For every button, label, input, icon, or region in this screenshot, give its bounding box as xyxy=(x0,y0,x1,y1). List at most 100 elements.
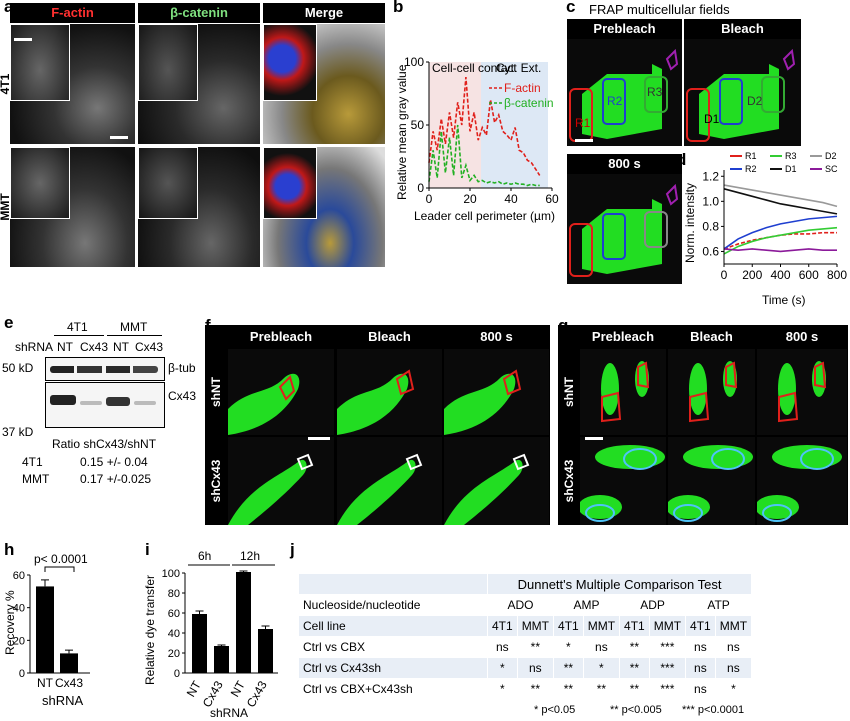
d-legend-label: D1 xyxy=(785,164,797,174)
i-bar xyxy=(214,646,229,673)
j-value: ns xyxy=(516,657,555,679)
d-xtick-label: 200 xyxy=(742,268,762,282)
table-row: Ctrl vs Cx43sh * ns ** * ** *** ns ns xyxy=(298,657,753,679)
e-kd50: 50 kD xyxy=(2,361,34,375)
e-header-mmt: MMT xyxy=(120,320,148,334)
j-value: ** xyxy=(582,678,621,700)
c-header-800s: 800 s xyxy=(567,154,682,174)
chart-b: Cell-cell contact Cyt. Ext. 0 20 40 60 0 50 10… xyxy=(395,55,559,223)
d-series-4 xyxy=(723,184,838,208)
f-image-shnt-bleach xyxy=(337,349,442,435)
g-row-shcx43: shCx43 xyxy=(558,437,580,525)
j-super-header: Dunnett's Multiple Comparison Test xyxy=(486,573,753,595)
d-xtick-label: 400 xyxy=(770,268,790,282)
j-value: ** xyxy=(619,657,650,679)
b-xtick-label: 0 xyxy=(426,192,433,206)
b-region-label-contact: Cell-cell contact xyxy=(432,61,517,75)
e-lane-1: NT xyxy=(57,340,73,354)
e-ratio-4t1-label: 4T1 xyxy=(22,455,43,469)
a-image-4t1-bcatenin xyxy=(138,24,260,144)
j-row-label: Ctrl vs CBX+Cx43sh xyxy=(298,678,488,700)
f-image-shcx43-bleach xyxy=(337,437,442,525)
i-category-label: NT xyxy=(184,678,204,699)
c-header-prebleach: Prebleach xyxy=(567,19,682,39)
h-bar xyxy=(60,653,78,673)
g-image-shcx43-bleach xyxy=(668,437,755,525)
b-ylabel: Relative mean gray value xyxy=(395,64,409,200)
j-value: ns xyxy=(714,636,753,658)
a-image-4t1-merge xyxy=(263,24,385,144)
f-image-shcx43-800s xyxy=(444,437,549,525)
e-shrna-label: shRNA xyxy=(15,340,54,354)
d-series-0 xyxy=(723,231,837,250)
j-value: ns xyxy=(582,636,621,658)
j-value: ns xyxy=(685,657,716,679)
f-header-prebleach: Prebleach xyxy=(228,327,334,347)
b-xtick-label: 20 xyxy=(463,192,477,206)
i-bar xyxy=(236,572,251,673)
d-legend-label: D2 xyxy=(825,151,837,161)
a-image-mmt-merge xyxy=(263,147,385,267)
b-series-1 xyxy=(428,124,540,187)
a-image-mmt-factin xyxy=(10,147,135,267)
d-legend-label: R3 xyxy=(785,151,797,161)
j-footnote-3: *** p<0.0001 xyxy=(682,704,745,716)
d-xtick-label: 800 xyxy=(827,268,847,282)
d-ytick-label: 1.2 xyxy=(702,169,719,183)
table-row: Ctrl vs CBX+Cx43sh * ** ** ** ** *** ns … xyxy=(298,678,753,700)
e-blot-btub xyxy=(45,357,165,381)
i-bar xyxy=(258,629,273,673)
g-image-shnt-800s xyxy=(757,349,847,435)
b-legend-factin: F-actin xyxy=(504,81,541,95)
h-ytick-label: 40 xyxy=(13,603,25,615)
j-value: ** xyxy=(553,678,584,700)
b-xtick-label: 60 xyxy=(545,192,559,206)
c-title: FRAP multicellular fields xyxy=(589,2,730,17)
d-ytick-label: 0.8 xyxy=(702,219,719,233)
j-value: ** xyxy=(516,636,555,658)
h-ytick-label: 20 xyxy=(13,635,25,647)
b-ytick-label: 50 xyxy=(411,118,425,132)
h-bar xyxy=(36,586,54,673)
c-header-bleach: Bleach xyxy=(684,19,801,39)
d-legend-label: SC xyxy=(825,164,838,174)
d-legend-label: R2 xyxy=(745,164,757,174)
j-value: ** xyxy=(553,657,584,679)
i-group-6h: 6h xyxy=(198,549,211,563)
j-value: ns xyxy=(714,657,753,679)
g-header-bleach: Bleach xyxy=(668,327,755,347)
i-ytick-label: 80 xyxy=(168,588,180,600)
c-label-r3: R3 xyxy=(647,85,663,99)
b-ytick-label: 0 xyxy=(417,181,424,195)
i-bar xyxy=(192,614,207,673)
c-label-r2: R2 xyxy=(607,94,623,108)
e-lane-2: Cx43 xyxy=(80,340,109,354)
j-value: * xyxy=(487,657,518,679)
h-xlabel: shRNA xyxy=(42,693,84,708)
e-btub-label: β-tub xyxy=(168,361,196,375)
h-ylabel: Recovery % xyxy=(3,590,17,655)
c-label-d1: D1 xyxy=(704,112,720,126)
chart-h: p< 0.0001 NT Cx43 0 20 40 60 Recovery % shRNA xyxy=(3,552,90,708)
e-ratio-mmt-label: MMT xyxy=(22,472,50,486)
j-value: ** xyxy=(619,678,650,700)
j-row-label: Ctrl vs Cx43sh xyxy=(298,657,488,679)
j-value: *** xyxy=(648,657,687,679)
f-header-800s: 800 s xyxy=(444,327,549,347)
j-cell: MMT xyxy=(516,615,555,637)
e-cx43-label: Cx43 xyxy=(168,389,197,403)
a-header-merge: Merge xyxy=(263,3,385,23)
d-xtick-label: 0 xyxy=(721,268,728,282)
j-cell: MMT xyxy=(714,615,753,637)
g-image-shcx43-prebleach xyxy=(580,437,666,525)
h-category-label: Cx43 xyxy=(55,676,83,690)
e-blot-cx43 xyxy=(45,382,165,428)
g-image-shnt-prebleach xyxy=(580,349,666,435)
d-series-2 xyxy=(723,226,838,255)
j-cell: MMT xyxy=(582,615,621,637)
j-cell: 4T1 xyxy=(619,615,650,637)
a-rowlabel-mmt: MMT xyxy=(0,193,12,221)
j-value: ** xyxy=(619,636,650,658)
c-label-d2: D2 xyxy=(747,94,763,108)
